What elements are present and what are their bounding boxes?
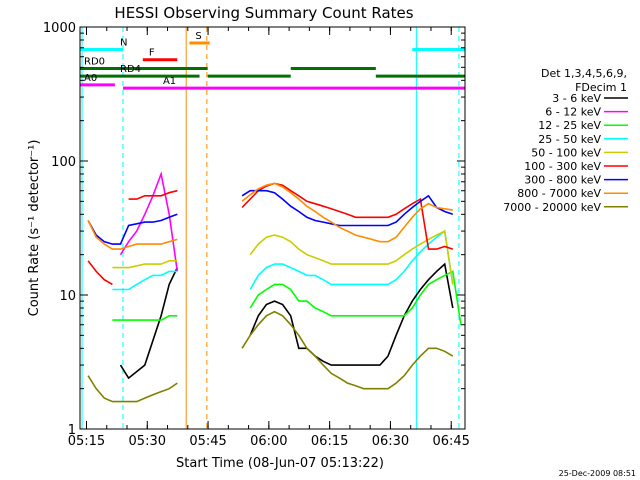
x-tick-label-1: 05:30: [129, 434, 166, 449]
plot-frame: [79, 26, 466, 430]
state-bar-label-f: F: [149, 48, 155, 59]
state-bar-label-a0: A0: [84, 73, 97, 84]
x-tick-label-4: 06:15: [311, 434, 348, 449]
legend-label-7: 800 - 7000 keV: [517, 187, 601, 200]
legend-label-8: 7000 - 20000 keV: [503, 201, 601, 214]
legend-label-4: 50 - 100 keV: [531, 146, 601, 159]
state-bar-label-n: N: [120, 37, 127, 48]
legend-header-1: FDecim 1: [575, 81, 627, 94]
state-bar-label-rd0: RD0: [84, 57, 105, 68]
y-tick-label-0: 1: [68, 423, 76, 438]
x-tick-label-6: 06:45: [432, 434, 469, 449]
y-tick-label-2: 100: [51, 155, 76, 170]
legend-label-3: 25 - 50 keV: [538, 133, 601, 146]
legend-label-0: 3 - 6 keV: [552, 92, 601, 105]
series-line-8: [87, 310, 454, 403]
y-tick-label-1: 10: [59, 289, 76, 304]
legend-label-6: 300 - 800 keV: [524, 174, 601, 187]
state-bar-label-s: S: [195, 31, 201, 42]
x-tick-label-5: 06:30: [372, 434, 409, 449]
y-axis: 1 10 100 1000: [43, 21, 465, 438]
x-axis: 05:15 05:30 05:45 06:00 06:15 06:30 06:45: [68, 27, 470, 449]
series-lines: [87, 171, 462, 403]
series-line-3: [112, 229, 454, 291]
x-axis-label: Start Time (08-Jun-07 05:13:22): [176, 456, 384, 471]
chart-title: HESSI Observing Summary Count Rates: [114, 4, 413, 22]
series-line-1: [119, 171, 179, 272]
legend-header-0: Det 1,3,4,5,6,9,: [541, 67, 627, 80]
state-bars: N F S RD0 RD4 A0 A1: [80, 31, 465, 90]
legend-label-5: 100 - 300 keV: [524, 160, 601, 173]
y-tick-label-3: 1000: [43, 21, 76, 36]
series-line-2: [112, 270, 462, 325]
series-line-0: [119, 262, 454, 380]
legend-label-2: 12 - 25 keV: [538, 119, 601, 132]
state-bar-label-a1: A1: [163, 76, 176, 87]
x-tick-label-0: 05:15: [68, 434, 105, 449]
x-tick-label-2: 05:45: [189, 434, 226, 449]
state-bar-label-rd4: RD4: [120, 64, 141, 75]
series-line-6: [87, 189, 454, 245]
event-lines: [81, 27, 460, 429]
legend-label-1: 6 - 12 keV: [545, 106, 601, 119]
timestamp-annotation: 25-Dec-2009 08:51: [559, 469, 636, 478]
series-line-7: [87, 182, 453, 250]
x-tick-label-3: 06:00: [250, 434, 287, 449]
y-axis-label: Count Rate (s⁻¹ detector⁻¹): [27, 140, 42, 317]
series-line-4: [112, 229, 454, 285]
